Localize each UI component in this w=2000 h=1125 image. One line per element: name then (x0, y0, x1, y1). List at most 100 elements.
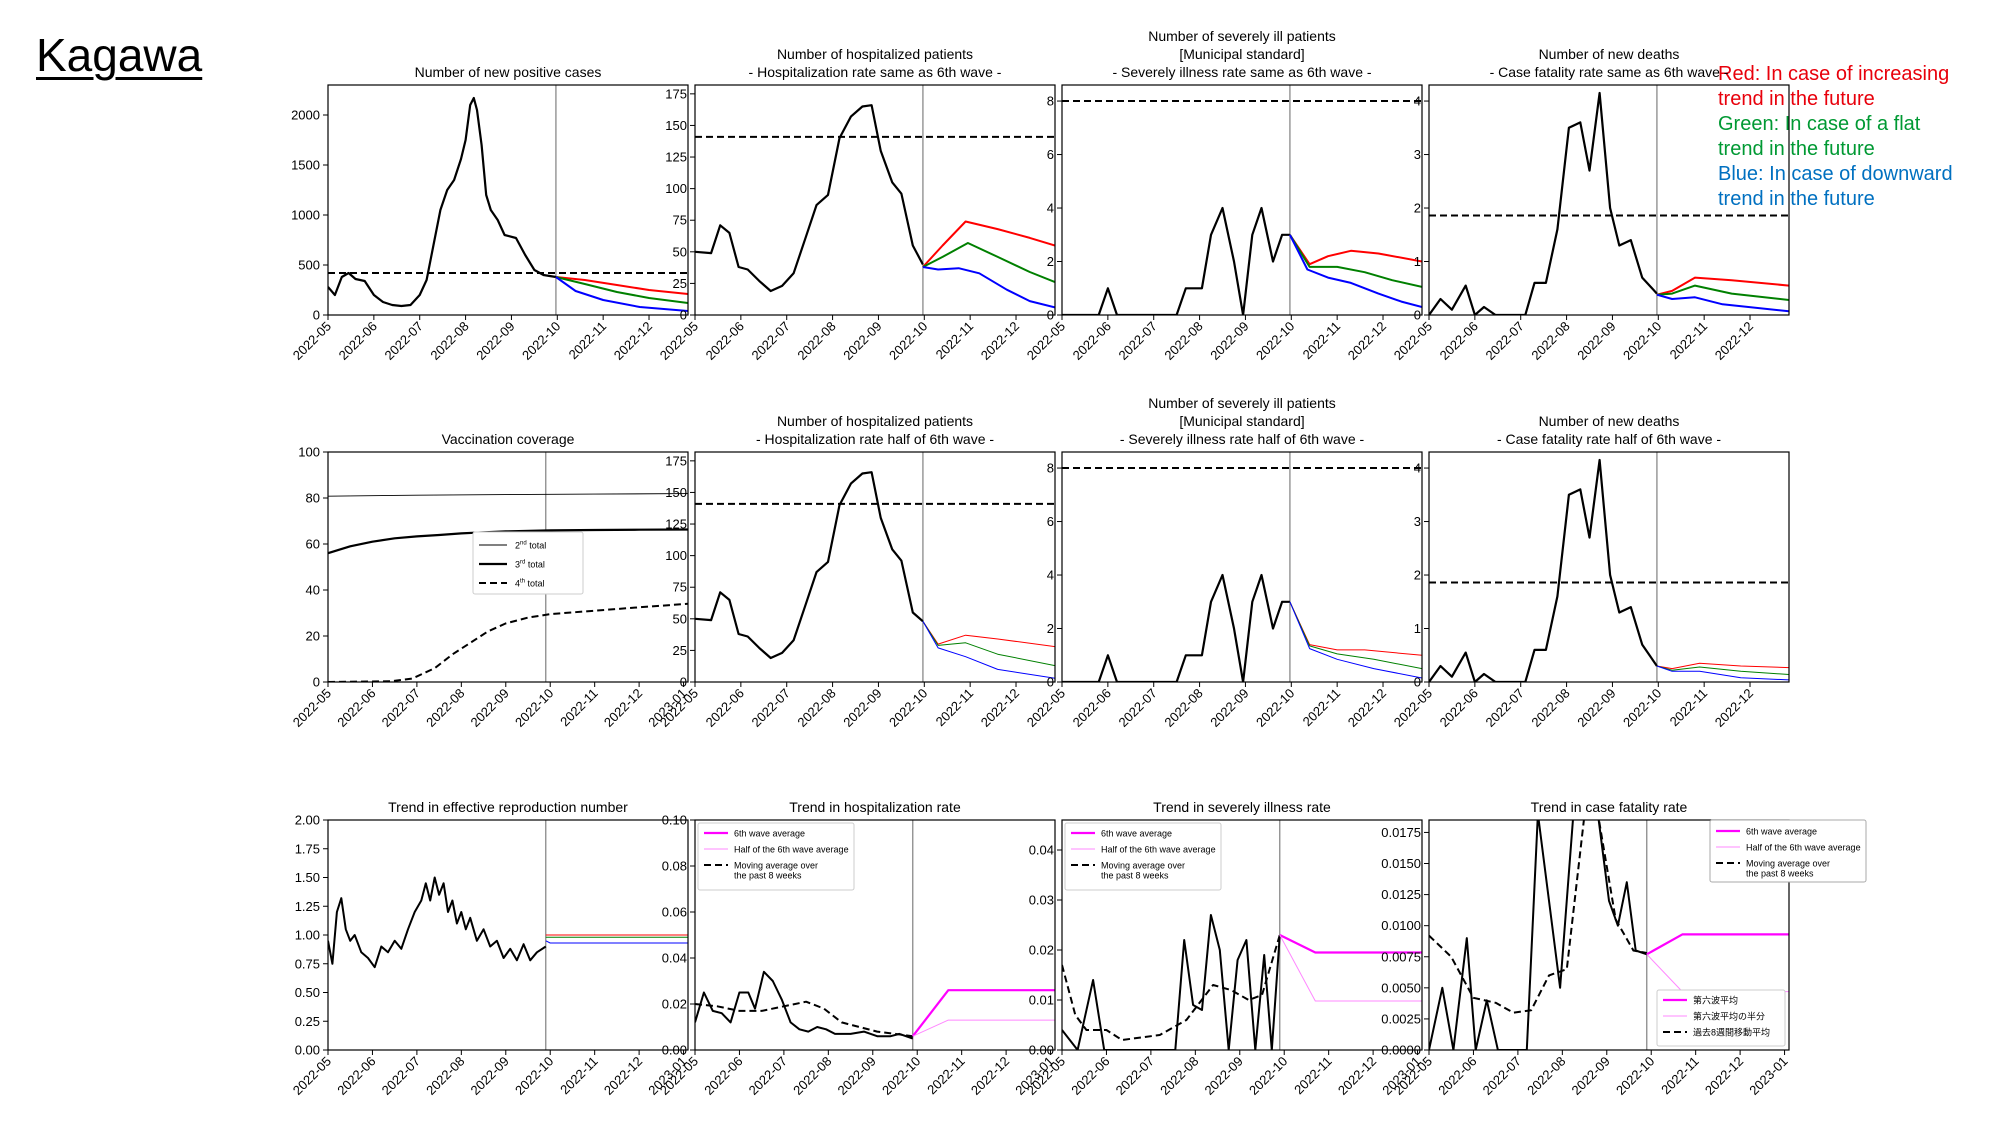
x-tick-label: 2022-11 (1667, 686, 1711, 730)
y-tick-label: 0.03 (1029, 893, 1054, 908)
x-tick-label: 2022-11 (566, 319, 610, 363)
series-line (1062, 573, 1290, 682)
chart-title-line: Number of new deaths (1539, 46, 1680, 62)
x-tick-label: 2022-10 (1613, 1054, 1657, 1098)
x-tick-label: 2022-06 (701, 1054, 745, 1098)
series-line (1062, 934, 1281, 1041)
y-tick-label: 2 (1047, 621, 1054, 636)
x-tick-label: 2022-08 (1157, 1054, 1201, 1098)
chart-hosp-rate: Trend in hospitalization rate 0.00 0.02 0.0… (657, 799, 1057, 1098)
y-tick-label: 4 (1047, 568, 1054, 583)
plot-area (1429, 85, 1789, 315)
chart-title-line: Number of severely ill patients (1148, 395, 1336, 411)
plot-area (1062, 452, 1422, 682)
legend-label: Moving average over (1101, 861, 1185, 871)
series-line (695, 104, 924, 293)
chart-title-line: Number of severely ill patients (1148, 28, 1336, 44)
legend-box (1709, 819, 1867, 883)
plot-frame (327, 84, 689, 316)
y-tick-label: 0.0175 (1381, 825, 1421, 840)
y-tick-label: 100 (298, 445, 320, 460)
plot-frame (694, 84, 1056, 316)
x-tick-label: 2022-10 (1620, 319, 1664, 363)
y-tick-label: 1.75 (295, 841, 320, 856)
x-tick-label: 2022-08 (1528, 686, 1572, 730)
y-tick-label: 0.0100 (1381, 918, 1421, 933)
series-line (1289, 601, 1422, 679)
x-tick-label: 2022-09 (468, 686, 512, 730)
x-tick-label: 2022-06 (703, 319, 747, 363)
x-tick-label: 2022-10 (512, 1054, 556, 1098)
x-tick-label: 2022-07 (746, 1054, 790, 1098)
y-tick-label: 0.0050 (1381, 980, 1421, 995)
y-tick-label: 1 (1414, 254, 1421, 269)
x-tick-label: 2022-11 (557, 1054, 601, 1098)
y-tick-label: 40 (306, 583, 320, 598)
series-line (1429, 820, 1648, 1050)
y-tick-label: 0.75 (295, 956, 320, 971)
x-tick-label: 2022-05 (1024, 686, 1068, 730)
x-tick-label: 2022-12 (1335, 1054, 1379, 1098)
series-line (1646, 953, 1789, 993)
chart-new-cases: Number of new positive cases050010001500… (290, 64, 689, 363)
legend-box (1064, 822, 1222, 891)
plot-area (695, 85, 1055, 315)
chart-deaths-half: Number of new deaths - Case fatality rate… (1391, 413, 1790, 730)
y-tick-label: 1500 (291, 158, 320, 173)
y-tick-label: 4 (1047, 201, 1054, 216)
legend-label: 3rd total (515, 560, 545, 570)
legend-label: Moving average over (1746, 859, 1830, 869)
y-tick-label: 2 (1414, 201, 1421, 216)
chart-hosp-half: Number of hospitalized patients - Hospita… (657, 413, 1056, 730)
y-tick-label: 0 (680, 308, 687, 323)
x-tick-label: 2022-07 (379, 1054, 423, 1098)
y-tick-label: 1.50 (295, 870, 320, 885)
chart-title-line: Trend in case fatality rate (1531, 799, 1688, 815)
legend-label: 第六波平均 (1693, 995, 1738, 1006)
y-tick-label: 50 (673, 611, 687, 626)
chart-severe-half: Number of severely ill patients [Municipa… (1024, 395, 1423, 730)
y-tick-label: 125 (665, 517, 687, 532)
legend-label: 過去8週間移動平均 (1693, 1027, 1770, 1038)
x-tick-label: 2022-10 (886, 686, 930, 730)
x-tick-label: 2022-11 (933, 319, 977, 363)
legend-label: the past 8 weeks (734, 871, 802, 881)
chart-severe-rate: Trend in severely illness rate 0.00 0.01 0.… (1024, 799, 1424, 1098)
y-tick-label: 1000 (291, 208, 320, 223)
plot-area (695, 820, 1055, 1050)
x-tick-label: 2022-05 (290, 1054, 334, 1098)
chart-hosp-same: Number of hospitalized patients - Hospita… (657, 46, 1056, 363)
series-line (1656, 662, 1789, 670)
y-tick-label: 3 (1414, 147, 1421, 162)
chart-title-line: Vaccination coverage (442, 431, 575, 447)
legend-label: 第六波平均の半分 (1693, 1011, 1765, 1022)
series-line (912, 1019, 1055, 1037)
x-tick-label: 2022-08 (1528, 319, 1572, 363)
x-tick-label: 2022-11 (557, 686, 601, 730)
y-tick-label: 0.0000 (1381, 1043, 1421, 1058)
x-tick-label: 2022-07 (748, 686, 792, 730)
series-line (555, 276, 688, 304)
chart-title-line: - Severely illness rate half of 6th wave… (1120, 431, 1365, 447)
x-tick-label: 2022-09 (840, 686, 884, 730)
plot-area (695, 452, 1055, 682)
series-line (1289, 234, 1422, 308)
y-tick-label: 0 (313, 308, 320, 323)
y-tick-label: 1.00 (295, 928, 320, 943)
chart-title-line: Trend in effective reproduction number (388, 799, 628, 815)
x-tick-label: 2022-08 (790, 1054, 834, 1098)
y-tick-label: 0.08 (662, 859, 687, 874)
note-line-red-1: Red: In case of increasing (1718, 63, 1950, 85)
y-tick-label: 175 (665, 453, 687, 468)
x-tick-label: 2022-12 (1702, 1054, 1746, 1098)
x-tick-label: 2022-10 (1246, 1054, 1290, 1098)
y-tick-label: 6 (1047, 514, 1054, 529)
series-line (1062, 206, 1290, 315)
y-tick-label: 0 (1414, 308, 1421, 323)
y-tick-label: 0.01 (1029, 993, 1054, 1008)
plot-area (328, 85, 688, 315)
y-tick-label: 50 (673, 244, 687, 259)
x-tick-label: 2022-12 (611, 319, 655, 363)
x-tick-label: 2022-11 (1658, 1054, 1702, 1098)
x-tick-label: 2022-06 (703, 686, 747, 730)
